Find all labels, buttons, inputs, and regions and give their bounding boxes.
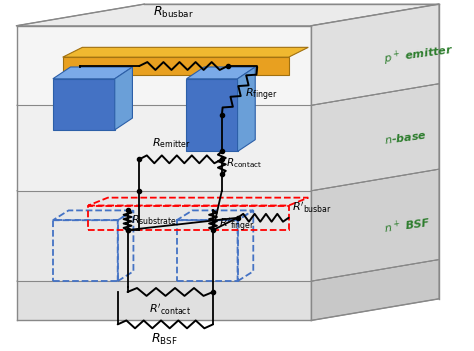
Text: $R'_{\rm contact}$: $R'_{\rm contact}$ [149, 302, 191, 317]
Polygon shape [53, 67, 132, 79]
Polygon shape [115, 67, 132, 130]
Polygon shape [186, 67, 255, 79]
Polygon shape [17, 191, 311, 281]
Bar [88, 205, 289, 230]
Polygon shape [311, 259, 439, 320]
Bar [186, 79, 237, 152]
Bar [53, 220, 118, 281]
Text: $R_{\rm contact}$: $R_{\rm contact}$ [226, 156, 262, 170]
Polygon shape [17, 169, 439, 191]
Polygon shape [17, 26, 311, 105]
Text: $n^+$ BSF: $n^+$ BSF [383, 214, 432, 236]
Polygon shape [311, 84, 439, 191]
Polygon shape [63, 47, 308, 57]
Bar [53, 79, 115, 130]
Polygon shape [17, 84, 439, 105]
Text: $R_{\rm finger}$: $R_{\rm finger}$ [246, 86, 278, 103]
Polygon shape [17, 259, 439, 281]
Text: $R'_{\rm finger}$: $R'_{\rm finger}$ [219, 217, 255, 234]
Text: $R_{\rm substrate}$: $R_{\rm substrate}$ [131, 213, 178, 227]
Text: $R_{\rm busbar}$: $R_{\rm busbar}$ [153, 5, 194, 20]
Text: $R_{\rm emitter}$: $R_{\rm emitter}$ [152, 136, 190, 150]
Polygon shape [17, 105, 311, 191]
Text: $n$-base: $n$-base [383, 128, 427, 146]
Polygon shape [17, 281, 311, 320]
Polygon shape [237, 67, 255, 152]
Polygon shape [311, 4, 439, 105]
Text: $R'_{\rm busbar}$: $R'_{\rm busbar}$ [292, 200, 331, 216]
Polygon shape [311, 169, 439, 281]
Text: $R_{\rm BSF}$: $R_{\rm BSF}$ [152, 332, 178, 347]
Bar [177, 220, 237, 281]
Text: $p^+$ emitter: $p^+$ emitter [383, 41, 455, 68]
Polygon shape [17, 4, 439, 26]
Bar [63, 57, 289, 75]
